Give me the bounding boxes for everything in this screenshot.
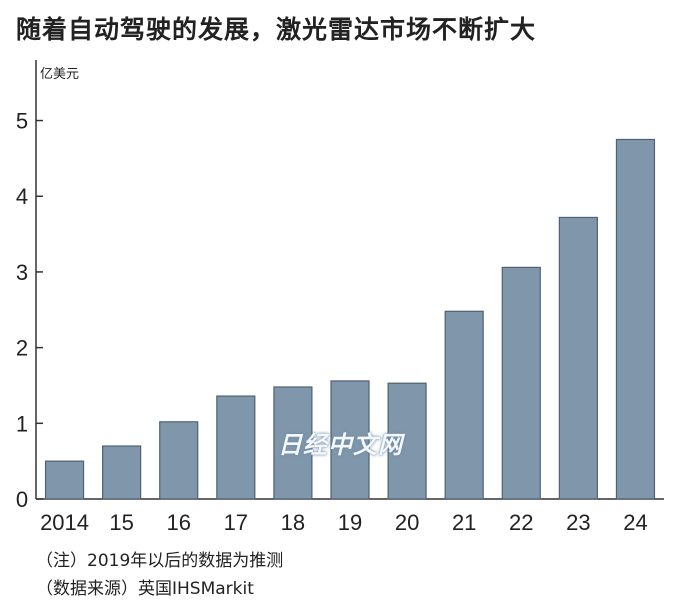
source-note: （数据来源）英国IHSMarkit <box>36 579 254 599</box>
bar-22 <box>501 266 541 500</box>
x-tick-label: 19 <box>338 510 362 535</box>
y-tick-label: 5 <box>16 109 28 134</box>
bar-15 <box>102 445 142 500</box>
chart-title: 随着自动驾驶的发展，激光雷达市场不断扩大 <box>16 15 537 44</box>
x-tick-label: 2014 <box>40 510 89 535</box>
x-tick-label: 18 <box>281 510 305 535</box>
bar-23 <box>558 216 598 500</box>
x-tick-label: 23 <box>566 510 590 535</box>
bar-2014 <box>44 460 85 500</box>
y-tick-label: 0 <box>16 487 28 512</box>
y-tick-label: 1 <box>16 411 28 436</box>
y-axis-unit-label: 亿美元 <box>40 67 80 82</box>
bar-19 <box>330 380 370 500</box>
x-tick-label: 21 <box>452 510 476 535</box>
x-tick-label: 22 <box>509 510 533 535</box>
bar-17 <box>216 395 256 500</box>
x-tick-label: 20 <box>395 510 419 535</box>
bar-24 <box>615 138 656 500</box>
bar-18 <box>273 386 313 500</box>
watermark: 日经中文网 <box>278 431 403 459</box>
y-tick-label: 2 <box>16 336 28 361</box>
x-tick-label: 24 <box>623 510 647 535</box>
x-tick-label: 16 <box>166 510 190 535</box>
bar-20 <box>387 382 427 500</box>
y-tick-label: 3 <box>16 260 28 285</box>
bar-16 <box>159 421 199 500</box>
x-tick-label: 15 <box>109 510 133 535</box>
y-tick-label: 4 <box>16 184 28 209</box>
bar-21 <box>444 310 484 500</box>
forecast-note: （注）2019年以后的数据为推测 <box>36 551 284 571</box>
x-tick-label: 17 <box>224 510 248 535</box>
